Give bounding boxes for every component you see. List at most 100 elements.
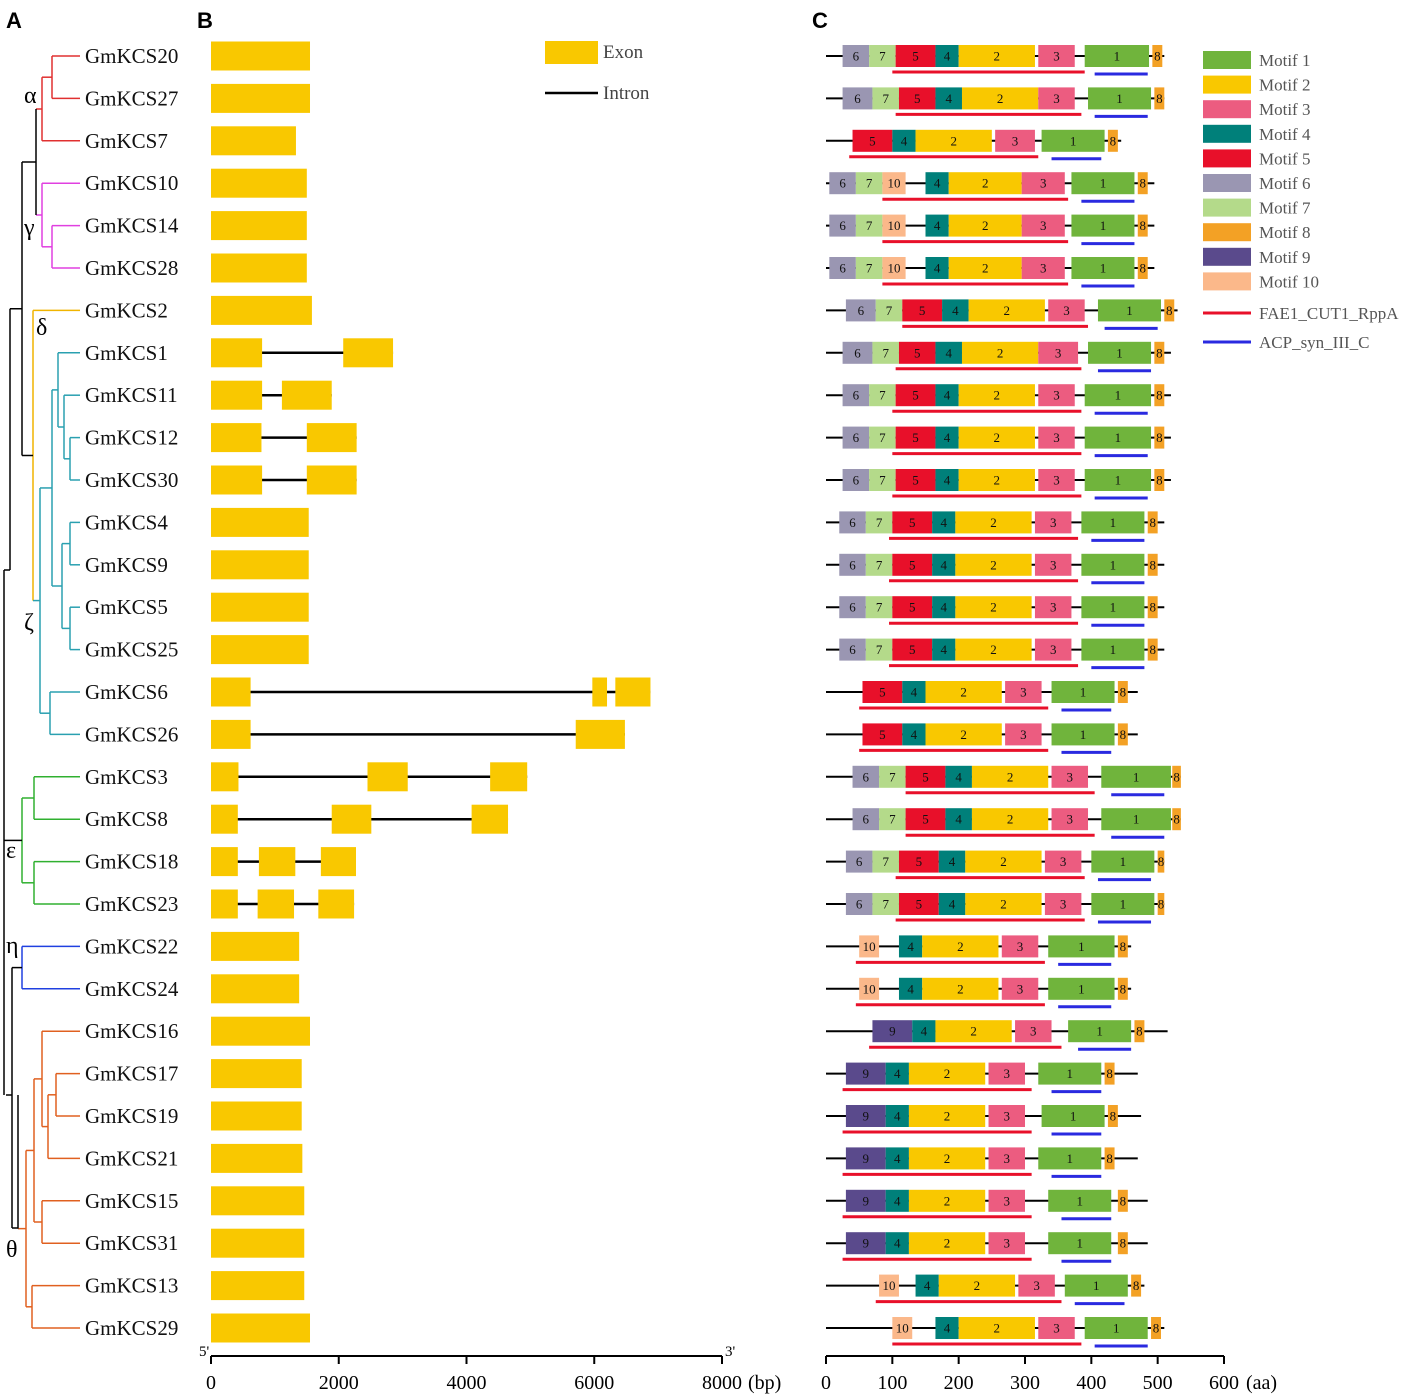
motif-2-box: [938, 1274, 1016, 1297]
motif-2-label: 2: [994, 473, 1001, 488]
motif-5-box: [895, 426, 936, 449]
motif-4-label: 4: [944, 1321, 951, 1336]
motif-axis-unit: (aa): [1246, 1372, 1277, 1394]
motif-6-label: 6: [849, 557, 856, 572]
motif-4-box: [892, 129, 916, 152]
gene-label: GmKCS4: [85, 510, 168, 534]
motif-legend-label: Motif 8: [1259, 223, 1310, 242]
motif-4-label: 4: [894, 1236, 901, 1251]
gene-label: GmKCS14: [85, 214, 179, 238]
motif-7-box: [869, 426, 896, 449]
motif-8-label: 8: [1156, 473, 1163, 488]
motif-2-box: [965, 893, 1042, 915]
motif-3-box: [1038, 45, 1075, 67]
motif-1-box: [1071, 257, 1135, 279]
motif-6-box: [842, 45, 870, 67]
motif-2-label: 2: [974, 1278, 981, 1293]
motif-8-box: [1137, 172, 1148, 195]
motif-2-box: [948, 257, 1022, 279]
motif-7-box: [869, 469, 896, 491]
motif-2-box: [955, 553, 1032, 576]
motif-4-label: 4: [934, 176, 941, 191]
motif-4-box: [935, 469, 959, 491]
motif-2-box: [922, 935, 999, 958]
motif-1-box: [1084, 469, 1152, 491]
motif-1-box: [1088, 341, 1152, 364]
motif-3-box: [1038, 87, 1075, 110]
axis-tick-label: 2000: [319, 1372, 359, 1394]
motif-4-label: 4: [944, 388, 951, 403]
motif-4-box: [938, 893, 966, 915]
gene-structure-panel: [211, 41, 651, 1343]
motif-8-label: 8: [1173, 769, 1180, 784]
motif-8-label: 8: [1120, 727, 1127, 742]
motif-8-label: 8: [1120, 981, 1127, 996]
motif-4-label: 4: [894, 1193, 901, 1208]
motif-4-label: 4: [911, 727, 918, 742]
motif-9-box: [845, 1105, 886, 1127]
motif-4-box: [935, 384, 959, 407]
motif-2-box: [908, 1105, 986, 1127]
motif-4-box: [935, 87, 962, 110]
motif-7-label: 7: [876, 557, 883, 572]
exon-box: [306, 423, 357, 453]
motif-7-box: [865, 553, 893, 576]
motif-1-label: 1: [1113, 1321, 1120, 1336]
motif-6-box: [845, 299, 876, 322]
motif-legend-swatch: [1203, 198, 1251, 217]
motif-3-box: [988, 1232, 1025, 1255]
motif-1-box: [1048, 977, 1115, 1000]
motif-5-box: [902, 299, 943, 322]
motif-1-label: 1: [1093, 1278, 1100, 1293]
motif-7-box: [879, 765, 906, 788]
gene-labels: GmKCS20 GmKCS27 GmKCS7 GmKCS10 GmKCS14 GmKCS2…: [85, 44, 179, 1340]
motif-8-box: [1104, 1147, 1115, 1170]
exon-box: [211, 168, 307, 198]
motif-1-label: 1: [1110, 600, 1117, 615]
motif-8-label: 8: [1156, 91, 1163, 106]
motif-8-label: 8: [1120, 685, 1127, 700]
motif-7-label: 7: [879, 388, 886, 403]
motif-10-box: [859, 977, 880, 1000]
motif-2-label: 2: [1007, 812, 1014, 827]
motif-9-label: 9: [889, 1024, 896, 1039]
gene-label: GmKCS12: [85, 426, 178, 450]
motif-6-label: 6: [863, 812, 870, 827]
exon-box: [211, 1186, 305, 1216]
motif-4-box: [885, 1105, 909, 1127]
motif-8-box: [1147, 511, 1158, 534]
domain-legend-label: ACP_syn_III_C: [1259, 333, 1370, 352]
motif-4-label: 4: [894, 1151, 901, 1166]
motif-5-label: 5: [914, 91, 921, 106]
motif-7-box: [872, 893, 899, 915]
motif-4-label: 4: [911, 685, 918, 700]
motif-1-label: 1: [1115, 388, 1122, 403]
motif-8-box: [1154, 341, 1165, 364]
motif-1-label: 1: [1078, 939, 1085, 954]
motif-2-label: 2: [990, 600, 997, 615]
motif-10-label: 10: [863, 939, 876, 954]
motif-8-label: 8: [1120, 1236, 1127, 1251]
motif-3-label: 3: [1053, 388, 1060, 403]
motif-8-label: 8: [1173, 812, 1180, 827]
motif-1-label: 1: [1080, 727, 1087, 742]
gene-structure-legend: Exon Intron: [545, 41, 650, 104]
motif-6-label: 6: [849, 515, 856, 530]
motif-6-label: 6: [853, 388, 860, 403]
motif-10-box: [882, 172, 906, 195]
gene-label: GmKCS29: [85, 1316, 178, 1340]
motif-2-box: [961, 341, 1039, 364]
exon-box: [592, 677, 608, 707]
motif-legend-label: Motif 6: [1259, 174, 1310, 193]
motif-2-label: 2: [944, 1066, 951, 1081]
motif-5-label: 5: [869, 133, 876, 148]
motif-1-label: 1: [1100, 218, 1107, 233]
motif-7-box: [869, 384, 896, 407]
motif-7-label: 7: [882, 897, 889, 912]
motif-1-box: [1051, 681, 1115, 703]
intron-legend-label: Intron: [603, 83, 650, 104]
motif-1-label: 1: [1070, 1109, 1077, 1124]
motif-9-box: [872, 1020, 913, 1043]
motif-6-label: 6: [856, 897, 863, 912]
motif-1-label: 1: [1076, 1193, 1083, 1208]
